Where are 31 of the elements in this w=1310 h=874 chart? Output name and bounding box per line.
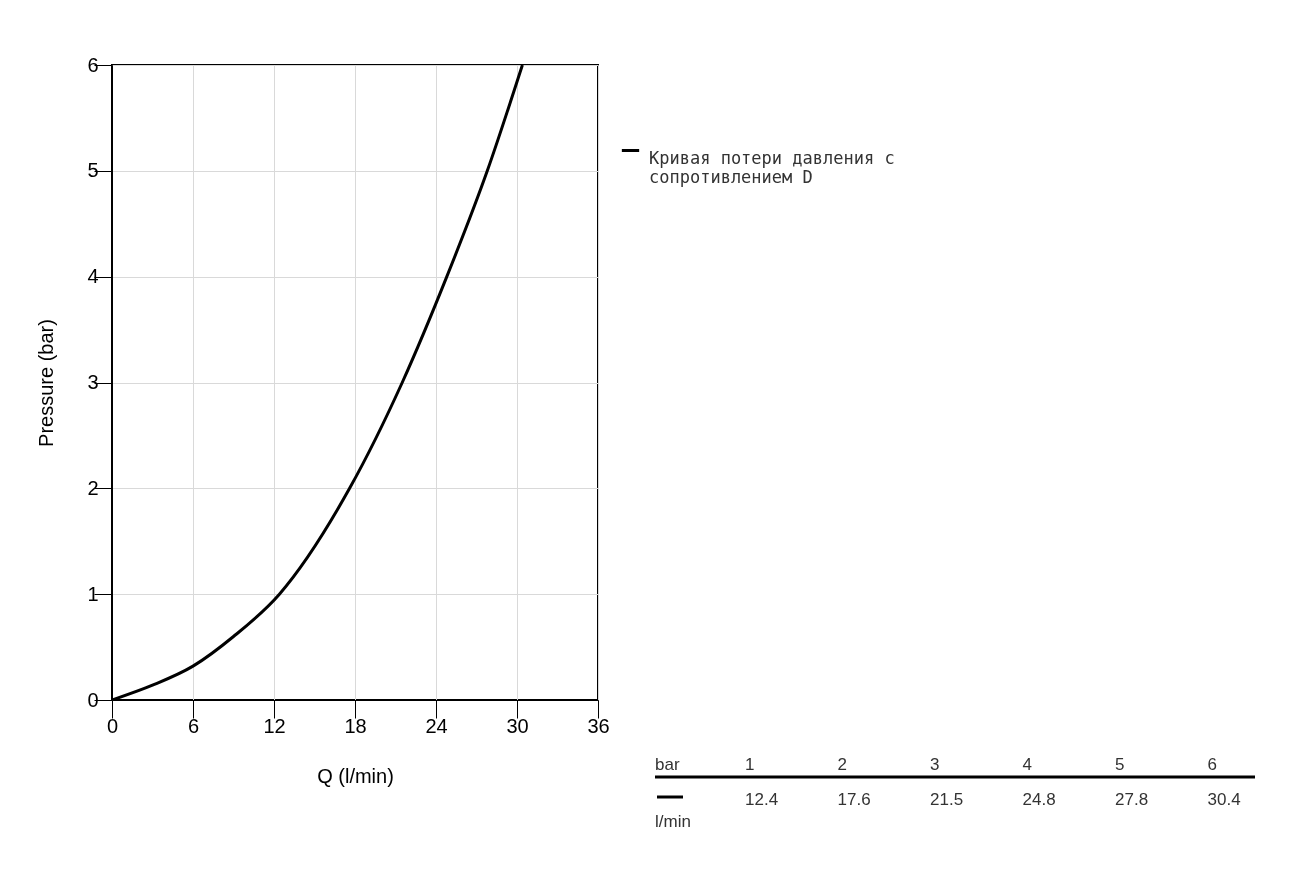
y-tick-label: 2 (87, 476, 99, 499)
y-tick-label: 0 (87, 688, 99, 711)
x-tick-label: 12 (263, 714, 286, 737)
x-axis-title: Q (l/min) (317, 764, 394, 787)
text: 12.4 (745, 790, 779, 809)
x-tick-label: 30 (506, 714, 529, 737)
x-tick-label: 0 (106, 714, 119, 737)
y-tick-label: 4 (87, 265, 99, 288)
y-tick-label: 1 (87, 582, 99, 605)
text: 2 (837, 755, 847, 774)
text: 24.8 (1022, 790, 1056, 809)
legend-label: Кривая потери давления с сопротивлением D (649, 147, 895, 187)
text: 21.5 (930, 790, 964, 809)
x-tick-label: 24 (425, 714, 448, 737)
text: l/min (655, 812, 691, 831)
text: 3 (930, 755, 940, 774)
text: 17.6 (837, 790, 871, 809)
y-tick-label: 3 (87, 371, 99, 393)
text: 27.8 (1115, 790, 1149, 809)
text: 1 (745, 755, 755, 774)
x-tick-label: 6 (187, 714, 200, 737)
text: 6 (1207, 755, 1217, 774)
text: 4 (1022, 755, 1032, 774)
text: bar (655, 755, 680, 774)
x-tick-label: 36 (587, 714, 610, 737)
y-axis-title: Pressure (bar) (35, 319, 58, 447)
x-tick-label: 18 (344, 714, 367, 737)
text: 5 (1115, 755, 1125, 774)
text: 30.4 (1207, 790, 1241, 809)
y-tick-label: 5 (87, 159, 99, 182)
y-tick-label: 6 (87, 53, 99, 76)
